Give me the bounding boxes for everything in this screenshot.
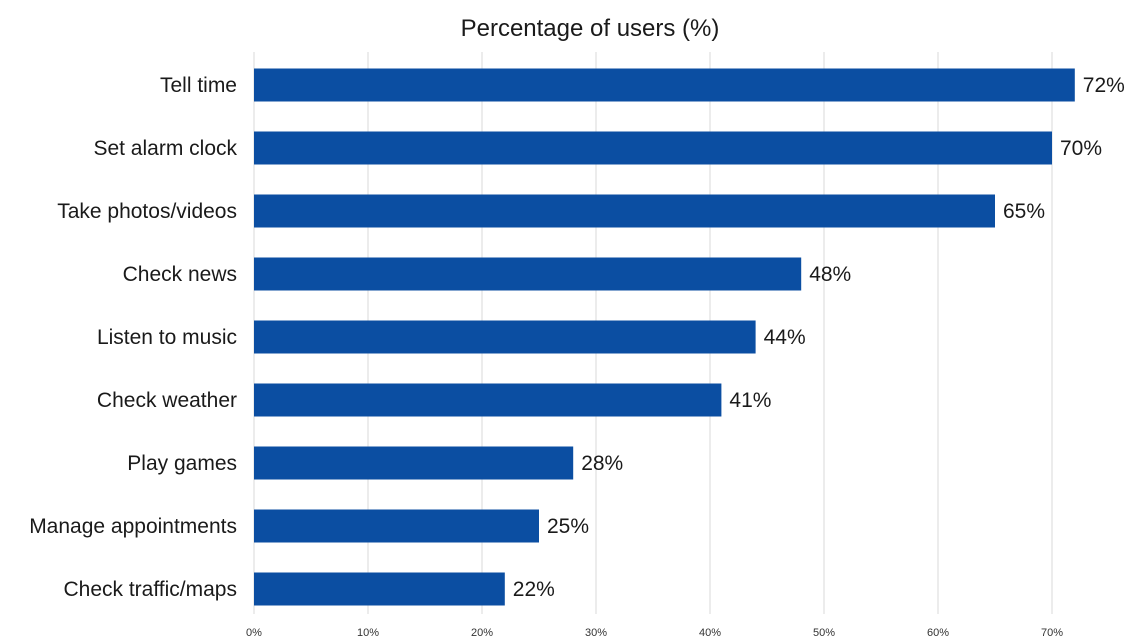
category-label-play-games: Play games	[127, 452, 237, 475]
x-axis-tick-labels: 0% 10% 20% 30% 40% 50% 60% 70%	[246, 627, 1063, 639]
x-tick-label-30: 30%	[585, 627, 607, 639]
category-label-check-traffic-maps: Check traffic/maps	[63, 578, 237, 601]
x-tick-label-60: 60%	[927, 627, 949, 639]
value-label-take-photos-videos: 65%	[1003, 200, 1045, 223]
bar-take-photos-videos	[254, 194, 995, 228]
x-tick-label-40: 40%	[699, 627, 721, 639]
value-label-check-traffic-maps: 22%	[513, 578, 555, 601]
bar-check-news	[254, 257, 802, 291]
value-label-check-news: 48%	[809, 263, 851, 286]
value-label-play-games: 28%	[581, 452, 623, 475]
category-labels: Tell time Set alarm clock Take photos/vide…	[29, 74, 237, 601]
category-label-manage-appointments: Manage appointments	[29, 515, 237, 538]
bar-play-games	[254, 446, 574, 480]
x-tick-label-0: 0%	[246, 627, 262, 639]
bar-check-traffic-maps	[254, 572, 505, 606]
chart-title: Percentage of users (%)	[461, 15, 720, 42]
bars	[254, 68, 1075, 606]
value-labels: 72% 70% 65% 48% 44% 41% 28% 25% 22%	[513, 74, 1125, 601]
bar-listen-to-music	[254, 320, 756, 354]
value-label-listen-to-music: 44%	[764, 326, 806, 349]
value-label-check-weather: 41%	[729, 389, 771, 412]
bar-check-weather	[254, 383, 722, 417]
category-label-tell-time: Tell time	[160, 74, 237, 97]
value-label-set-alarm-clock: 70%	[1060, 137, 1102, 160]
value-label-tell-time: 72%	[1083, 74, 1125, 97]
x-tick-label-20: 20%	[471, 627, 493, 639]
category-label-take-photos-videos: Take photos/videos	[57, 200, 237, 223]
x-tick-label-70: 70%	[1041, 627, 1063, 639]
bar-tell-time	[254, 68, 1075, 102]
x-tick-label-50: 50%	[813, 627, 835, 639]
x-tick-label-10: 10%	[357, 627, 379, 639]
category-label-set-alarm-clock: Set alarm clock	[93, 137, 237, 160]
bar-manage-appointments	[254, 509, 539, 543]
category-label-check-news: Check news	[123, 263, 237, 286]
value-label-manage-appointments: 25%	[547, 515, 589, 538]
category-label-listen-to-music: Listen to music	[97, 326, 237, 349]
category-label-check-weather: Check weather	[97, 389, 237, 412]
bar-set-alarm-clock	[254, 131, 1052, 165]
